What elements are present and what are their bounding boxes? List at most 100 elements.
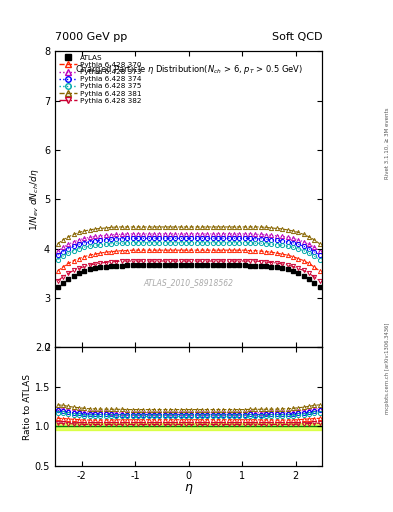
Pythia 6.428 375 <box>141 240 145 246</box>
Text: Charged Particle $\eta$ Distribution($N_{ch}$ > 6, $p_{T}$ > 0.5 GeV): Charged Particle $\eta$ Distribution($N_… <box>75 63 303 76</box>
Pythia 6.428 373 <box>248 231 252 237</box>
Pythia 6.428 382 <box>173 258 178 264</box>
Pythia 6.428 370 <box>296 255 301 262</box>
Pythia 6.428 375 <box>259 240 263 246</box>
Pythia 6.428 374 <box>242 235 247 241</box>
Pythia 6.428 374 <box>66 246 71 252</box>
Pythia 6.428 370 <box>87 252 92 258</box>
Pythia 6.428 370 <box>307 261 311 267</box>
Pythia 6.428 374 <box>141 235 145 241</box>
Pythia 6.428 374 <box>125 235 130 241</box>
Pythia 6.428 370 <box>312 264 317 270</box>
Pythia 6.428 381 <box>109 224 114 230</box>
Pythia 6.428 382 <box>167 258 172 264</box>
Pythia 6.428 375 <box>125 240 130 246</box>
Pythia 6.428 373 <box>173 231 178 237</box>
Pythia 6.428 374 <box>264 236 268 242</box>
Pythia 6.428 381 <box>259 224 263 230</box>
Pythia 6.428 381 <box>194 224 199 230</box>
Pythia 6.428 374 <box>189 235 194 241</box>
ATLAS <box>274 264 279 270</box>
Pythia 6.428 370 <box>66 261 71 267</box>
Pythia 6.428 382 <box>301 267 306 273</box>
Pythia 6.428 382 <box>221 258 226 264</box>
Pythia 6.428 374 <box>307 246 311 252</box>
Pythia 6.428 382 <box>184 258 188 264</box>
Pythia 6.428 381 <box>103 225 108 231</box>
Pythia 6.428 373 <box>189 231 194 237</box>
Pythia 6.428 381 <box>237 224 242 230</box>
Pythia 6.428 381 <box>232 224 237 230</box>
Pythia 6.428 375 <box>114 240 119 246</box>
X-axis label: $\eta$: $\eta$ <box>184 482 193 496</box>
Pythia 6.428 370 <box>253 248 258 254</box>
ATLAS <box>189 262 194 268</box>
Pythia 6.428 373 <box>98 233 103 239</box>
Pythia 6.428 370 <box>301 258 306 264</box>
Pythia 6.428 374 <box>87 239 92 245</box>
Pythia 6.428 375 <box>72 248 76 254</box>
Pythia 6.428 374 <box>114 236 119 242</box>
ATLAS <box>77 270 81 276</box>
Pythia 6.428 370 <box>125 248 130 254</box>
Pythia 6.428 373 <box>259 231 263 238</box>
Pythia 6.428 370 <box>93 251 97 257</box>
ATLAS <box>200 262 204 268</box>
Pythia 6.428 374 <box>82 240 87 246</box>
ATLAS <box>259 263 263 269</box>
Pythia 6.428 375 <box>61 253 65 259</box>
ATLAS <box>312 280 317 286</box>
Pythia 6.428 370 <box>269 249 274 255</box>
ATLAS <box>226 262 231 268</box>
Pythia 6.428 382 <box>317 278 322 284</box>
Pythia 6.428 382 <box>290 263 295 269</box>
Pythia 6.428 382 <box>93 261 97 267</box>
Pythia 6.428 375 <box>307 250 311 256</box>
Pythia 6.428 375 <box>280 242 285 248</box>
Line: Pythia 6.428 373: Pythia 6.428 373 <box>55 232 322 253</box>
Pythia 6.428 373 <box>136 231 140 237</box>
Pythia 6.428 381 <box>114 224 119 230</box>
Pythia 6.428 370 <box>157 247 162 253</box>
Pythia 6.428 374 <box>259 236 263 242</box>
Pythia 6.428 382 <box>119 258 124 264</box>
Pythia 6.428 375 <box>93 242 97 248</box>
Pythia 6.428 370 <box>98 250 103 256</box>
ATLAS <box>93 265 97 271</box>
Pythia 6.428 373 <box>285 234 290 241</box>
Pythia 6.428 375 <box>290 244 295 250</box>
Pythia 6.428 381 <box>317 241 322 247</box>
Pythia 6.428 381 <box>136 224 140 230</box>
Pythia 6.428 373 <box>184 231 188 237</box>
ATLAS <box>55 284 60 290</box>
Pythia 6.428 381 <box>61 237 65 243</box>
Pythia 6.428 374 <box>232 235 237 241</box>
Pythia 6.428 381 <box>146 224 151 230</box>
Pythia 6.428 370 <box>178 247 183 253</box>
Pythia 6.428 373 <box>237 231 242 237</box>
Pythia 6.428 375 <box>136 240 140 246</box>
Pythia 6.428 381 <box>98 225 103 231</box>
Pythia 6.428 382 <box>205 258 210 264</box>
Pythia 6.428 381 <box>119 224 124 230</box>
Pythia 6.428 373 <box>167 231 172 237</box>
Pythia 6.428 381 <box>264 224 268 230</box>
Pythia 6.428 374 <box>152 235 156 241</box>
Pythia 6.428 373 <box>226 231 231 237</box>
Pythia 6.428 382 <box>55 278 60 284</box>
Pythia 6.428 382 <box>237 258 242 264</box>
Pythia 6.428 382 <box>125 258 130 264</box>
Line: ATLAS: ATLAS <box>55 263 322 290</box>
Pythia 6.428 373 <box>205 231 210 237</box>
Pythia 6.428 382 <box>312 274 317 280</box>
Pythia 6.428 375 <box>119 240 124 246</box>
Pythia 6.428 373 <box>157 231 162 237</box>
Pythia 6.428 370 <box>259 248 263 254</box>
Pythia 6.428 374 <box>312 249 317 255</box>
Pythia 6.428 373 <box>72 239 76 245</box>
Pythia 6.428 381 <box>82 228 87 234</box>
Pythia 6.428 370 <box>242 247 247 253</box>
ATLAS <box>114 263 119 269</box>
Pythia 6.428 375 <box>312 253 317 259</box>
Pythia 6.428 381 <box>210 224 215 230</box>
